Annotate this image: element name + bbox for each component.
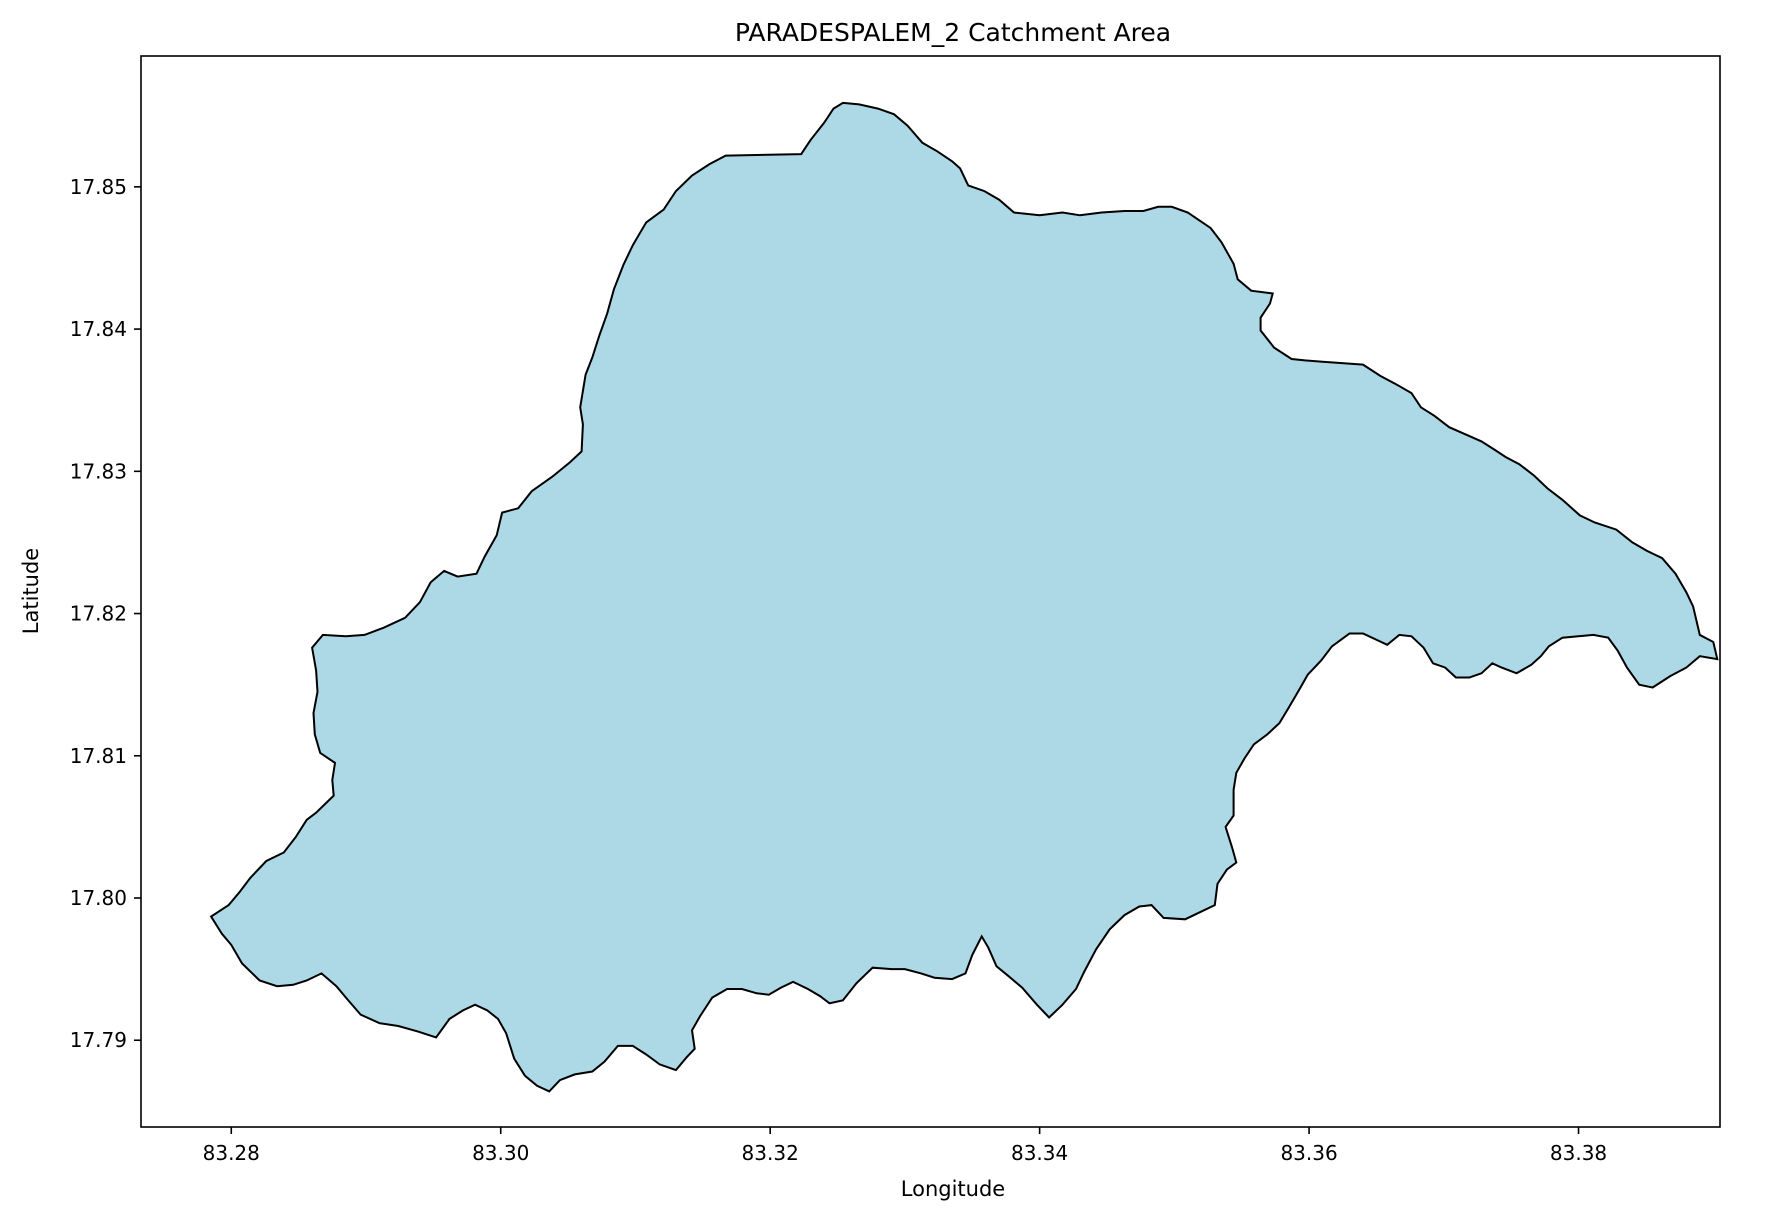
y-axis-label: Latitude xyxy=(19,548,43,634)
y-tick-label: 17.85 xyxy=(70,175,127,199)
plot-frame xyxy=(140,55,1721,1128)
y-tick-label: 17.79 xyxy=(70,1028,127,1052)
y-tick-label: 17.80 xyxy=(70,886,127,910)
x-tick-label: 83.28 xyxy=(203,1141,260,1165)
x-tick-label: 83.36 xyxy=(1280,1141,1337,1165)
x-axis-label: Longitude xyxy=(901,1177,1005,1201)
y-tick-label: 17.83 xyxy=(70,459,127,483)
y-tick-label: 17.81 xyxy=(70,744,127,768)
chart-title: PARADESPALEM_2 Catchment Area xyxy=(735,18,1171,47)
x-tick-label: 83.38 xyxy=(1550,1141,1607,1165)
y-tick-label: 17.82 xyxy=(70,602,127,626)
y-tick-label: 17.84 xyxy=(70,317,127,341)
x-tick-label: 83.30 xyxy=(472,1141,529,1165)
y-axis: 17.79 17.80 17.81 17.82 17.83 17.84 17.85 xyxy=(70,175,141,1052)
x-tick-label: 83.34 xyxy=(1011,1141,1068,1165)
x-axis: 83.28 83.30 83.32 83.34 83.36 83.38 xyxy=(203,1127,1607,1165)
x-tick-label: 83.32 xyxy=(742,1141,799,1165)
catchment-area-polygon xyxy=(209,101,1719,1093)
